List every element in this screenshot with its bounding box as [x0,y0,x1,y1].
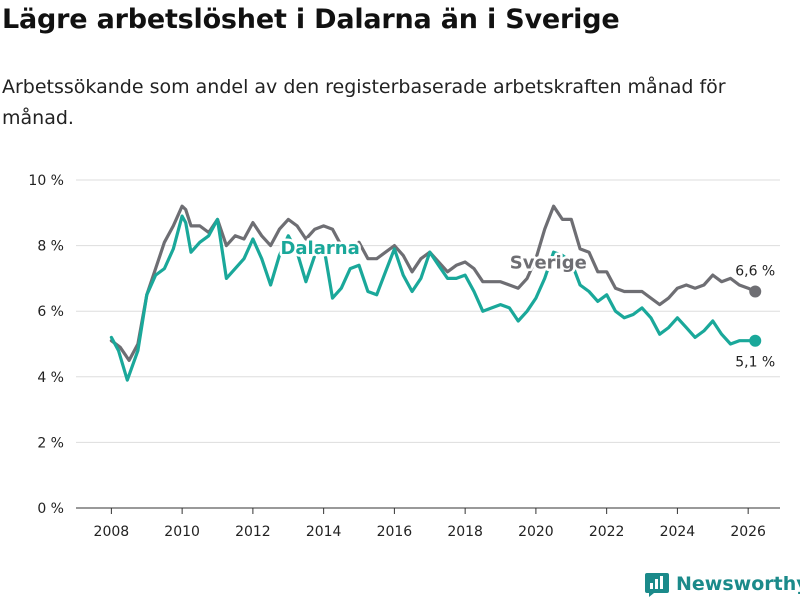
end-point-sverige [749,285,762,298]
newsworthy-logo-icon [645,573,669,597]
x-tick-label: 2010 [164,524,200,540]
x-tick-label: 2022 [589,524,625,540]
x-tick-label: 2012 [235,524,271,540]
series-lines [109,204,762,382]
x-tick-label: 2024 [660,524,696,540]
end-point-dalarna [749,334,762,347]
series-name-label-dalarna: Dalarna [280,238,359,259]
y-tick-label: 8 % [37,239,64,255]
x-tick-label: 2026 [730,524,766,540]
y-tick-label: 2 % [37,435,64,451]
x-tick-label: 2020 [518,524,554,540]
x-tick-label: 2016 [377,524,413,540]
series-name-label-sverige: Sverige [510,253,587,274]
series-labels: 6,6 % Sverige 5,1 % Dalarna [278,235,775,371]
page-title: Lägre arbetslöshet i Dalarna än i Sverig… [2,4,620,35]
brand-logo[interactable]: Newsworthy [644,568,800,600]
page-subtitle: Arbetssökande som andel av den registerb… [2,76,726,129]
y-tick-label: 0 % [37,501,64,517]
series-line-dalarna [109,214,757,382]
end-value-label-dalarna: 5,1 % [735,355,775,371]
y-tick-label: 10 % [28,173,64,189]
x-tick-label: 2008 [94,524,130,540]
x-axis-ticks: 2008 2010 2012 2014 2016 2018 2020 2022 2024 2026 [94,508,766,540]
series-line-sverige [109,204,757,362]
y-tick-label: 4 % [37,370,64,386]
x-tick-label: 2014 [306,524,342,540]
grid-lines [76,179,780,509]
y-tick-label: 6 % [37,304,64,320]
y-axis-ticks: 0 % 2 % 4 % 6 % 8 % 10 % [28,173,64,517]
x-tick-label: 2018 [447,524,483,540]
end-value-label-sverige: 6,6 % [735,264,775,280]
brand-name: Newsworthy [676,573,800,595]
